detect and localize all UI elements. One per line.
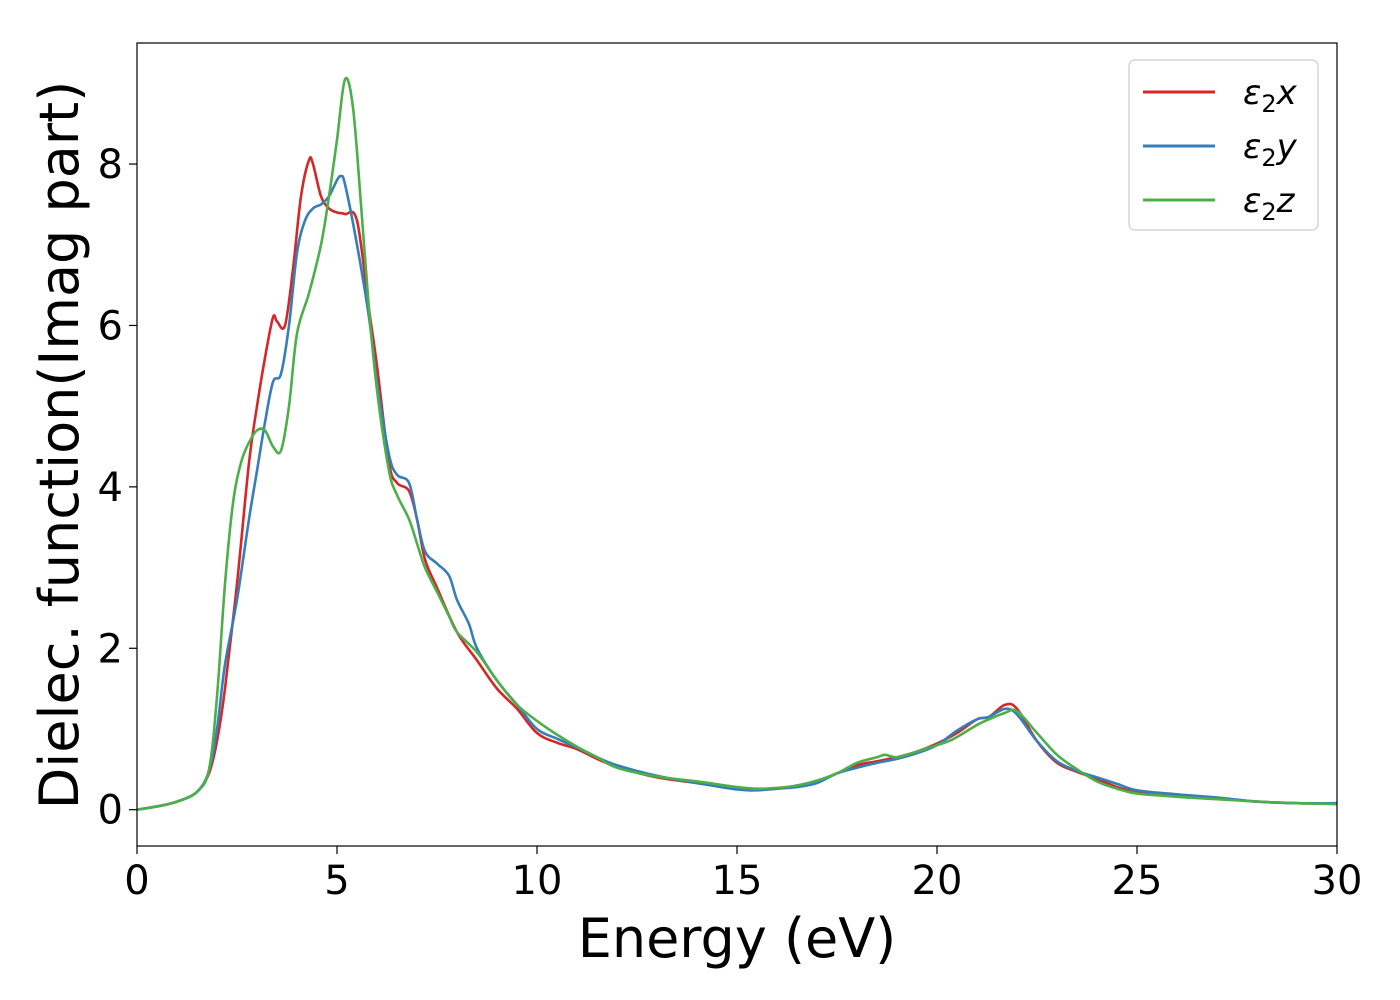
y-tick-label: 8	[98, 142, 123, 188]
x-axis-title: Energy (eV)	[578, 907, 897, 970]
x-tick-label: 5	[324, 858, 349, 904]
x-axis: 0 5 10 15 20 25 30	[124, 846, 1362, 904]
series-line-z	[136, 76, 1338, 811]
x-tick-label: 15	[712, 858, 763, 904]
y-axis-title: Dielec. function(Imag part)	[28, 81, 91, 810]
y-tick-label: 6	[98, 303, 123, 349]
x-tick-label: 0	[124, 858, 149, 904]
legend-label-z: ε2z	[1243, 181, 1296, 226]
y-tick-label: 0	[98, 788, 123, 834]
y-tick-label: 4	[98, 465, 123, 511]
legend-box	[1128, 59, 1319, 231]
legend-label-x: ε2x	[1243, 73, 1298, 118]
series-line-x	[136, 156, 1338, 811]
x-tick-label: 25	[1112, 858, 1163, 904]
legend-label-y: ε2y	[1243, 127, 1298, 172]
x-tick-label: 10	[512, 858, 563, 904]
x-tick-label: 30	[1312, 858, 1363, 904]
y-tick-label: 2	[98, 626, 123, 672]
y-axis: 0 2 4 6 8	[98, 142, 137, 834]
legend: ε2x ε2y ε2z	[1128, 59, 1319, 231]
series-layer	[136, 76, 1338, 811]
x-tick-label: 20	[912, 858, 963, 904]
